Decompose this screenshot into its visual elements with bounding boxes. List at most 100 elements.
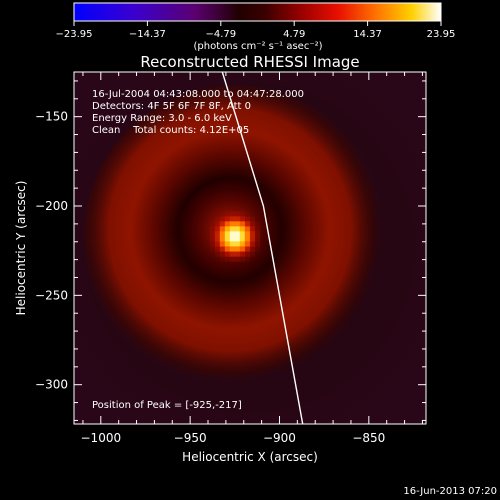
footer-timestamp: 16-Jun-2013 07:20 — [403, 486, 497, 497]
heatmap-pixel — [229, 211, 236, 217]
heatmap-pixel — [239, 236, 246, 242]
heatmap-pixel — [219, 216, 226, 222]
heatmap-pixel — [224, 236, 231, 242]
heatmap-pixel — [214, 251, 221, 257]
heatmap-pixel — [234, 221, 241, 227]
x-tick-label: −1000 — [81, 431, 122, 445]
heatmap-pixel — [244, 216, 251, 222]
heatmap-pixel — [244, 256, 251, 262]
heatmap-pixel — [229, 256, 236, 262]
heatmap-pixel — [234, 231, 241, 237]
heatmap-pixel — [254, 246, 261, 252]
heatmap-pixel — [224, 216, 231, 222]
heatmap-pixel — [254, 226, 261, 232]
heatmap-pixel — [209, 226, 216, 232]
heatmap-pixel — [249, 236, 256, 242]
x-axis-label: Heliocentric X (arcsec) — [182, 450, 318, 464]
heatmap-pixel — [209, 246, 216, 252]
heatmap-pixel — [244, 241, 251, 247]
colorbar-tick-label: 23.95 — [427, 29, 456, 40]
heatmap-pixel — [244, 221, 251, 227]
heatmap-pixel — [239, 246, 246, 252]
heatmap-pixel — [239, 211, 246, 217]
heatmap-pixel — [244, 236, 251, 242]
heatmap-pixel — [219, 236, 226, 242]
heatmap-pixel — [219, 231, 226, 237]
colorbar-tick-label: 4.79 — [283, 29, 305, 40]
peak-position-label: Position of Peak = [-925,-217] — [92, 400, 242, 411]
heatmap-pixel — [229, 231, 236, 237]
colorbar-ticks: −23.95 −14.37 −4.79 4.79 14.37 23.95 — [55, 21, 455, 40]
y-tick-label: −250 — [35, 288, 68, 302]
heatmap-pixel — [224, 221, 231, 227]
heatmap-pixel — [224, 246, 231, 252]
heatmap-pixel — [229, 221, 236, 227]
heatmap-pixel — [239, 251, 246, 257]
heatmap-pixel — [224, 251, 231, 257]
heatmap-pixel — [234, 236, 241, 242]
heatmap-pixel — [214, 236, 221, 242]
heatmap-pixel — [214, 221, 221, 227]
heatmap-pixel — [219, 256, 226, 262]
heatmap-pixel — [219, 251, 226, 257]
heatmap-pixel — [234, 256, 241, 262]
heatmap-pixel — [239, 226, 246, 232]
annotation-block: 16-Jul-2004 04:43:08.000 to 04:47:28.000… — [92, 89, 304, 136]
heatmap-pixel — [234, 226, 241, 232]
heatmap-pixel — [219, 246, 226, 252]
heatmap-pixel — [229, 251, 236, 257]
heatmap-pixel — [229, 236, 236, 242]
heatmap-pixel — [249, 231, 256, 237]
heatmap-pixel — [229, 246, 236, 252]
plot-area — [74, 72, 426, 424]
chart-title: Reconstructed RHESSI Image — [140, 53, 359, 71]
heatmap-pixel — [224, 211, 231, 217]
y-tick-label: −150 — [35, 110, 68, 124]
heatmap-pixel — [209, 241, 216, 247]
heatmap-pixel — [234, 241, 241, 247]
colorbar-unit-label: (photons cm⁻² s⁻¹ asec⁻²) — [193, 41, 322, 52]
y-tick-label: −200 — [35, 199, 68, 213]
heatmap-pixel — [224, 231, 231, 237]
annotation-detectors: Detectors: 4F 5F 6F 7F 8F, Att 0 — [92, 101, 251, 112]
y-tick-label: −300 — [35, 378, 68, 392]
heatmap-pixel — [234, 211, 241, 217]
colorbar-tick-label: 14.37 — [353, 29, 382, 40]
solar-limb-line — [221, 72, 304, 424]
heatmap-pixel — [249, 221, 256, 227]
heatmap-pixel — [219, 211, 226, 217]
heatmap-pixel — [244, 226, 251, 232]
heatmap-pixel — [229, 241, 236, 247]
heatmap-pixel — [249, 216, 256, 222]
heatmap-pixel — [239, 231, 246, 237]
y-axis: −150 −200 −250 −300 — [35, 80, 426, 421]
heatmap-pixel — [254, 221, 261, 227]
colorbar-tick-label: −14.37 — [129, 29, 166, 40]
heatmap-pixel — [234, 216, 241, 222]
heatmap-layer — [83, 85, 386, 388]
heatmap-pixel — [219, 221, 226, 227]
peak-source — [209, 211, 261, 262]
plot-frame — [73, 71, 427, 425]
colorbar-tick-label: −23.95 — [55, 29, 92, 40]
heatmap-pixel — [234, 251, 241, 257]
heatmap-pixel — [254, 241, 261, 247]
colorbar-gradient — [73, 2, 442, 22]
colorbar: −23.95 −14.37 −4.79 4.79 14.37 23.95 (photons… — [55, 2, 455, 52]
heatmap-pixel — [219, 226, 226, 232]
heatmap-pixel — [254, 236, 261, 242]
heatmap-pixel — [214, 216, 221, 222]
annotation-time-range: 16-Jul-2004 04:43:08.000 to 04:47:28.000 — [92, 89, 304, 100]
heatmap-pixel — [224, 256, 231, 262]
heatmap-pixel — [244, 211, 251, 217]
heatmap-pixel — [214, 231, 221, 237]
heatmap-pixel — [224, 226, 231, 232]
x-tick-label: −850 — [352, 431, 385, 445]
colorbar-tick-label: −4.79 — [205, 29, 236, 40]
x-tick-label: −950 — [174, 431, 207, 445]
heatmap-pixel — [249, 251, 256, 257]
heatmap-pixel — [234, 246, 241, 252]
heatmap-pixel — [224, 241, 231, 247]
heatmap-pixel — [209, 231, 216, 237]
